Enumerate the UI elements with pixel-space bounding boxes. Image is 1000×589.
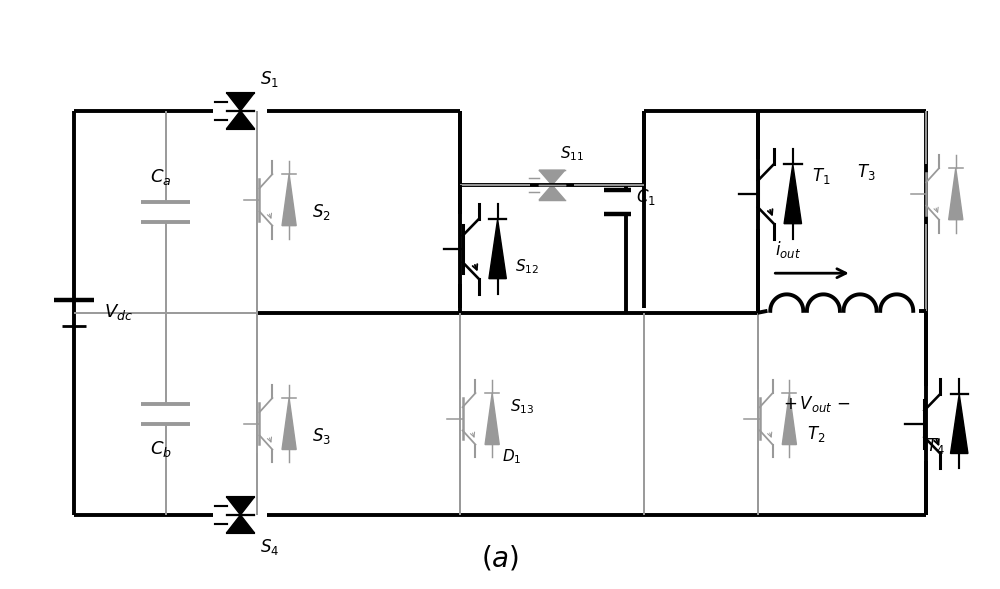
- Text: $D_1$: $D_1$: [502, 447, 521, 466]
- Polygon shape: [539, 170, 565, 185]
- Text: $T_3$: $T_3$: [857, 162, 875, 182]
- Text: $S_4$: $S_4$: [260, 537, 280, 557]
- Text: $S_{12}$: $S_{12}$: [515, 257, 539, 276]
- Text: $S_1$: $S_1$: [260, 69, 279, 89]
- Text: $S_{13}$: $S_{13}$: [510, 398, 534, 416]
- Polygon shape: [951, 394, 968, 454]
- Text: $C_b$: $C_b$: [150, 439, 172, 459]
- Text: $T_2$: $T_2$: [807, 423, 825, 444]
- Polygon shape: [539, 185, 565, 200]
- Text: $S_{11}$: $S_{11}$: [560, 144, 584, 163]
- Polygon shape: [227, 111, 254, 128]
- Polygon shape: [485, 393, 499, 445]
- Text: $S_2$: $S_2$: [312, 202, 331, 222]
- Polygon shape: [282, 398, 296, 449]
- Text: $V_{dc}$: $V_{dc}$: [104, 302, 133, 322]
- Text: $T_4$: $T_4$: [926, 435, 945, 455]
- Polygon shape: [949, 168, 963, 220]
- Polygon shape: [282, 174, 296, 226]
- Polygon shape: [227, 497, 254, 515]
- Text: $C_1$: $C_1$: [636, 187, 656, 207]
- Polygon shape: [227, 93, 254, 111]
- Polygon shape: [782, 393, 796, 445]
- Text: $+\,V_{out}\,-$: $+\,V_{out}\,-$: [783, 394, 851, 414]
- Text: $C_a$: $C_a$: [150, 167, 171, 187]
- Text: $(a)$: $(a)$: [481, 544, 519, 573]
- Text: $S_3$: $S_3$: [312, 426, 331, 446]
- Text: $i_{out}$: $i_{out}$: [775, 239, 801, 260]
- Polygon shape: [227, 515, 254, 532]
- Polygon shape: [784, 164, 802, 224]
- Text: $T_1$: $T_1$: [812, 166, 831, 186]
- Polygon shape: [489, 219, 506, 279]
